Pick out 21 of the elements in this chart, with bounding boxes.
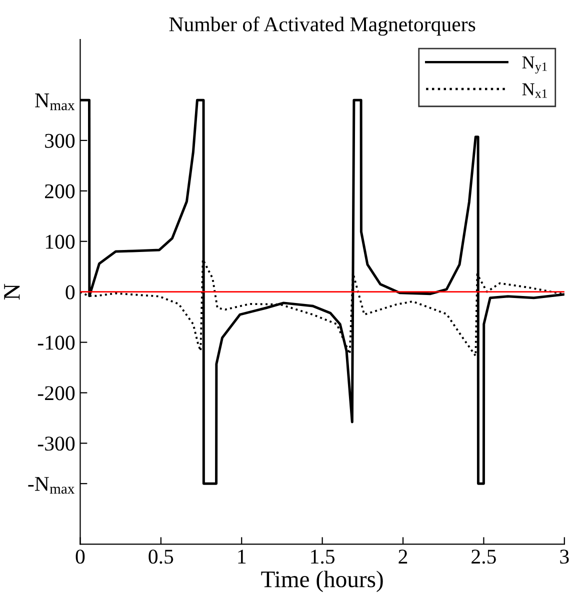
x-tick-label: 2 (398, 550, 408, 564)
x-axis-title: Time (hours) (261, 570, 383, 592)
x-tick-label: 3 (560, 550, 569, 564)
y-tick-label: -200 (38, 386, 75, 400)
legend-label: N$_{y1}$ (522, 56, 547, 74)
y-tick-label: -100 (38, 336, 75, 350)
x-tick-label: 1 (238, 550, 246, 564)
x-tick-label: 1.5 (311, 550, 335, 564)
y-tick-label: 0 (66, 285, 75, 300)
y-tick-label: 200 (45, 184, 75, 198)
y-tick-label: -300 (38, 436, 75, 451)
y-tick-label: N$_{max}$ (35, 94, 75, 110)
x-tick-label: 0 (76, 550, 85, 564)
y-axis-title: N (4, 284, 20, 300)
legend-label: N$_{x1}$ (522, 83, 547, 98)
x-tick-label: 0.5 (148, 550, 174, 564)
y-tick-label: 300 (45, 134, 75, 148)
x-tick-label: 2.5 (472, 550, 496, 564)
y-tick-label: 100 (46, 234, 75, 249)
chart-title: Number of Activated Magnetorquers (169, 16, 476, 36)
y-tick-label: -N$_{max}$ (28, 477, 75, 494)
